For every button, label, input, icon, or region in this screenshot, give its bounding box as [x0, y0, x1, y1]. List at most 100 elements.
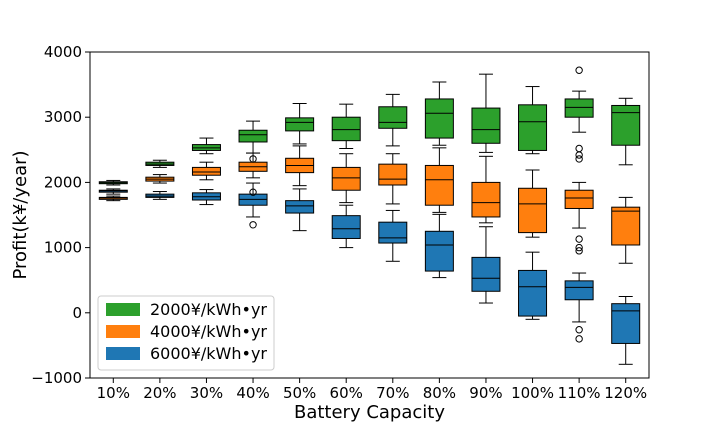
box [518, 104, 548, 151]
box-3-30pct [191, 189, 221, 206]
x-tick-label: 90% [469, 384, 502, 402]
box [331, 116, 361, 142]
box-3-60pct [331, 204, 361, 249]
box [424, 98, 454, 139]
legend-item: 6000¥/kWh•yr [106, 344, 267, 363]
outlier-point [575, 66, 583, 74]
box [471, 181, 501, 218]
box-2-50pct [285, 145, 315, 187]
outlier-point [575, 151, 583, 159]
box-2-60pct [331, 153, 361, 204]
y-axis-label: Profit(k¥/year) [10, 150, 31, 279]
box-1-80pct [424, 81, 454, 146]
box-2-40pct [238, 152, 268, 179]
box [611, 206, 641, 246]
legend-item: 2000¥/kWh•yr [106, 300, 267, 319]
box [564, 98, 594, 118]
x-axis-label: Battery Capacity [294, 402, 445, 423]
outlier-point [575, 243, 583, 252]
plot-content [98, 66, 641, 365]
legend-swatch [106, 325, 140, 338]
box [238, 129, 268, 143]
box [518, 187, 548, 234]
box [518, 269, 548, 317]
box [471, 256, 501, 292]
legend-label: 6000¥/kWh•yr [150, 344, 267, 363]
box [564, 280, 594, 301]
x-axis: 10% 20% 30% 40% 50% 60% 70% 80% 90% 100% 110% 120% [97, 378, 647, 402]
x-tick-label: 70% [376, 384, 409, 402]
box-2-80pct [424, 147, 454, 213]
box [331, 166, 361, 191]
box-1-10pct [98, 179, 128, 186]
legend-box [97, 295, 275, 371]
series-1 [98, 66, 641, 186]
box-1-120pct [611, 97, 641, 166]
outlier-point [249, 155, 257, 163]
series-2 [98, 145, 641, 264]
box-1-100pct [518, 86, 548, 155]
y-tick-label: 0 [72, 304, 82, 322]
box-3-20pct [145, 191, 175, 200]
box-2-110pct [564, 181, 594, 255]
box-3-120pct [611, 296, 641, 365]
outlier-point [575, 335, 583, 343]
box-3-90pct [471, 226, 501, 304]
box [611, 104, 641, 146]
outlier-point [575, 144, 583, 153]
box-2-30pct [191, 161, 221, 181]
y-tick-label: 3000 [44, 108, 82, 126]
legend-label: 4000¥/kWh•yr [150, 322, 267, 341]
box [471, 107, 501, 144]
legend-label: 2000¥/kWh•yr [150, 300, 267, 319]
box [424, 230, 454, 272]
box-1-30pct [191, 137, 221, 155]
x-tick-label: 40% [236, 384, 269, 402]
box-1-40pct [238, 120, 268, 154]
box-2-20pct [145, 174, 175, 184]
x-tick-label: 80% [423, 384, 456, 402]
box [564, 189, 594, 209]
x-tick-label: 60% [330, 384, 363, 402]
legend-item: 4000¥/kWh•yr [106, 322, 267, 341]
outlier-point [249, 188, 257, 196]
series-3 [98, 182, 641, 365]
y-tick-label: −1000 [31, 369, 82, 387]
box-1-50pct [285, 103, 315, 145]
box-2-90pct [471, 155, 501, 224]
x-tick-label: 110% [558, 384, 601, 402]
box [285, 200, 315, 214]
outlier-point [575, 235, 583, 243]
box-1-60pct [331, 103, 361, 149]
box-3-100pct [518, 251, 548, 320]
x-tick-label: 10% [97, 384, 130, 402]
box [378, 221, 408, 244]
plot-frame [89, 51, 650, 379]
legend-swatch [106, 303, 140, 316]
box-2-70pct [378, 153, 408, 205]
outlier-point [249, 221, 257, 229]
legend-swatch [106, 347, 140, 360]
box [424, 164, 454, 206]
legend: 2000¥/kWh•yr 4000¥/kWh•yr 6000¥/kWh•yr [97, 295, 275, 371]
box [611, 303, 641, 344]
y-tick-label: 1000 [44, 239, 82, 257]
y-axis: −1000 0 1000 2000 3000 4000 [31, 43, 90, 387]
box-3-10pct [98, 188, 128, 195]
box-1-20pct [145, 159, 175, 168]
box-2-120pct [611, 196, 641, 264]
box-1-90pct [471, 73, 501, 153]
box [378, 163, 408, 186]
x-tick-label: 120% [604, 384, 647, 402]
x-tick-label: 50% [283, 384, 316, 402]
box-1-110pct [564, 66, 594, 163]
box-3-40pct [238, 182, 268, 229]
box-3-110pct [564, 272, 594, 343]
x-tick-label: 30% [190, 384, 223, 402]
y-tick-label: 4000 [44, 43, 82, 61]
box-1-70pct [378, 93, 408, 147]
x-tick-label: 20% [143, 384, 176, 402]
x-tick-label: 100% [511, 384, 554, 402]
